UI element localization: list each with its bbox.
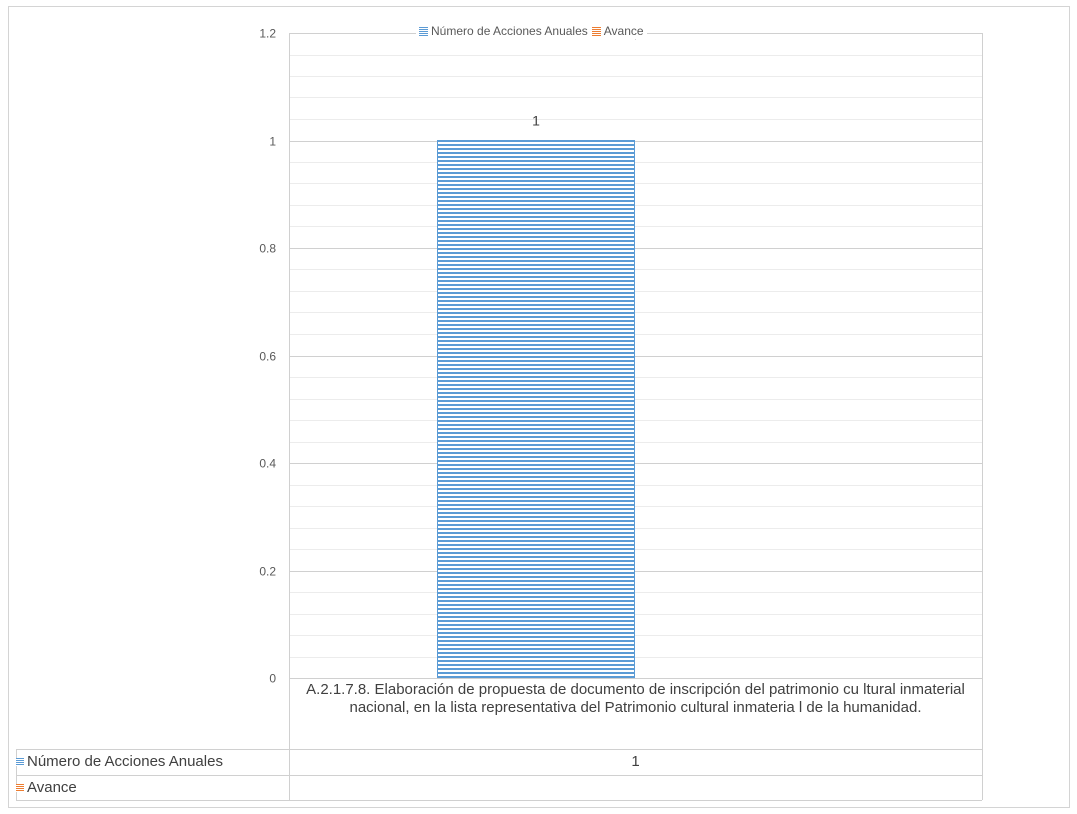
data-table-row-label-series-1: Número de Acciones Anuales: [16, 750, 287, 773]
legend-swatch-blue: [419, 26, 428, 36]
legend: Número de Acciones Anuales Avance: [416, 23, 647, 39]
legend-label-series-1: Número de Acciones Anuales: [431, 24, 588, 38]
y-axis-tick-labels: 0 0.2 0.4 0.6 0.8 1 1.2: [259, 27, 276, 686]
data-table-swatch-orange: [16, 783, 24, 792]
x-category-label: A.2.1.7.8. Elaboración de propuesta de d…: [306, 681, 965, 716]
data-table-label-series-2: Avance: [27, 779, 77, 796]
data-table-swatch-blue: [16, 757, 24, 766]
data-table-value-series-2: [289, 776, 982, 799]
y-tick-label: 0.8: [259, 242, 276, 256]
legend-swatch-orange: [591, 26, 601, 36]
y-tick-label: 1.2: [259, 27, 276, 41]
legend-item-series-2[interactable]: Avance: [591, 24, 644, 38]
minor-gridlines: [289, 55, 982, 658]
bars: [437, 140, 635, 679]
y-tick-label: 0.2: [259, 565, 276, 579]
data-table-row-label-series-2: Avance: [16, 776, 287, 799]
y-tick-label: 1: [269, 135, 276, 149]
data-table-label-series-1: Número de Acciones Anuales: [27, 753, 223, 770]
legend-item-series-1[interactable]: Número de Acciones Anuales: [419, 24, 588, 38]
data-table-lines: [16, 678, 982, 801]
data-table-value-series-1: 1: [631, 753, 640, 770]
legend-label-series-2: Avance: [603, 24, 644, 38]
y-tick-label: 0.4: [259, 457, 276, 471]
data-labels: 1: [532, 113, 540, 129]
bar-series-1: [437, 140, 635, 679]
y-tick-label: 0: [269, 672, 276, 686]
data-label: 1: [532, 113, 540, 129]
y-tick-label: 0.6: [259, 350, 276, 364]
